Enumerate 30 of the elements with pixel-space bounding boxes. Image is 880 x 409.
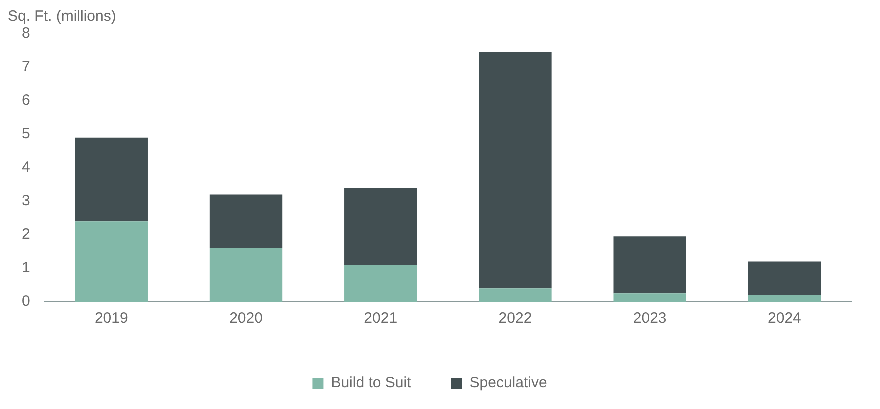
x-tick-label: 2019 (94, 310, 128, 328)
bar (344, 265, 418, 302)
y-tick-label: 7 (22, 58, 30, 76)
x-tick-label: 2021 (364, 310, 398, 328)
y-axis-title: Sq. Ft. (millions) (8, 8, 116, 26)
bar (748, 262, 822, 296)
y-tick-label: 1 (22, 260, 30, 277)
bar (748, 295, 822, 302)
legend-label: Speculative (470, 374, 548, 392)
bar (75, 138, 148, 222)
y-tick-label: 2 (22, 226, 30, 244)
y-tick-label: 6 (22, 92, 30, 110)
legend-label: Build to Suit (331, 374, 412, 392)
x-tick-label: 2024 (768, 310, 802, 328)
y-tick-label: 8 (22, 25, 30, 42)
bar (479, 52, 552, 289)
x-tick-label: 2023 (633, 310, 667, 328)
y-tick-label: 4 (22, 159, 30, 176)
bar (75, 222, 148, 302)
x-tick-label: 2020 (230, 310, 263, 328)
y-tick-label: 5 (22, 126, 30, 143)
bar (344, 188, 418, 266)
x-tick-label: 2022 (498, 310, 532, 328)
y-tick-label: 0 (22, 293, 30, 310)
bar (479, 288, 552, 302)
bar (614, 294, 686, 302)
bar (614, 236, 686, 294)
bar (210, 248, 283, 302)
y-tick-label: 3 (22, 192, 30, 210)
bar (210, 194, 283, 248)
